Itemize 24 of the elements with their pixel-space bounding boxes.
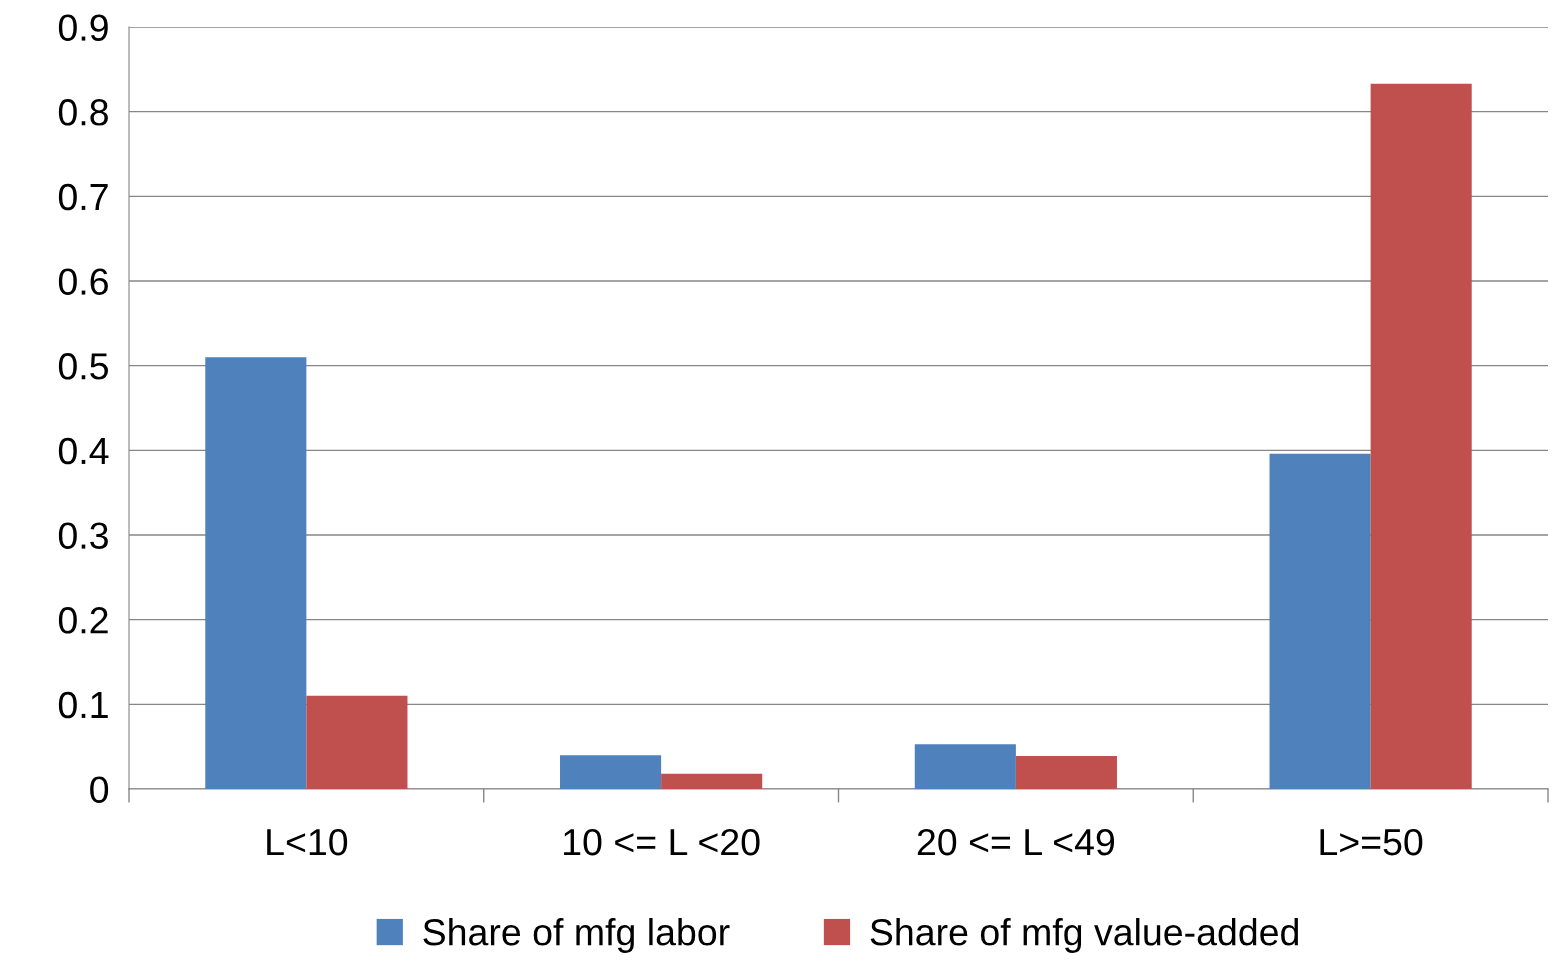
y-tick-label: 0: [90, 776, 109, 803]
bar: [205, 357, 307, 789]
legend-label: Share of mfg labor: [423, 918, 730, 953]
x-tick-label: L<10: [267, 828, 348, 856]
y-tick-label: 0.7: [58, 183, 108, 211]
legend-label: Share of mfg value-added: [870, 918, 1298, 953]
bar: [914, 744, 1016, 789]
bar: [560, 755, 662, 789]
y-tick-label: 0.5: [58, 353, 108, 380]
bar: [306, 695, 408, 789]
y-tick-label: 0.6: [58, 268, 108, 295]
y-tick-label: 0.1: [58, 691, 108, 719]
y-tick-label: 0.3: [58, 522, 108, 549]
y-tick-label: 0.4: [58, 437, 109, 465]
x-tick-label: 10 <= L <20: [564, 828, 760, 856]
bar: [1269, 453, 1371, 789]
y-tick-label: 0.2: [58, 607, 108, 634]
x-tick-label: 20 <= L <49: [917, 828, 1115, 856]
x-tick-label: L>=50: [1320, 828, 1423, 856]
bar: [661, 773, 763, 789]
bar: [1015, 755, 1117, 789]
bar: [1370, 83, 1472, 789]
y-tick-label: 0.9: [58, 14, 108, 41]
y-tick-label: 0.8: [58, 99, 108, 126]
